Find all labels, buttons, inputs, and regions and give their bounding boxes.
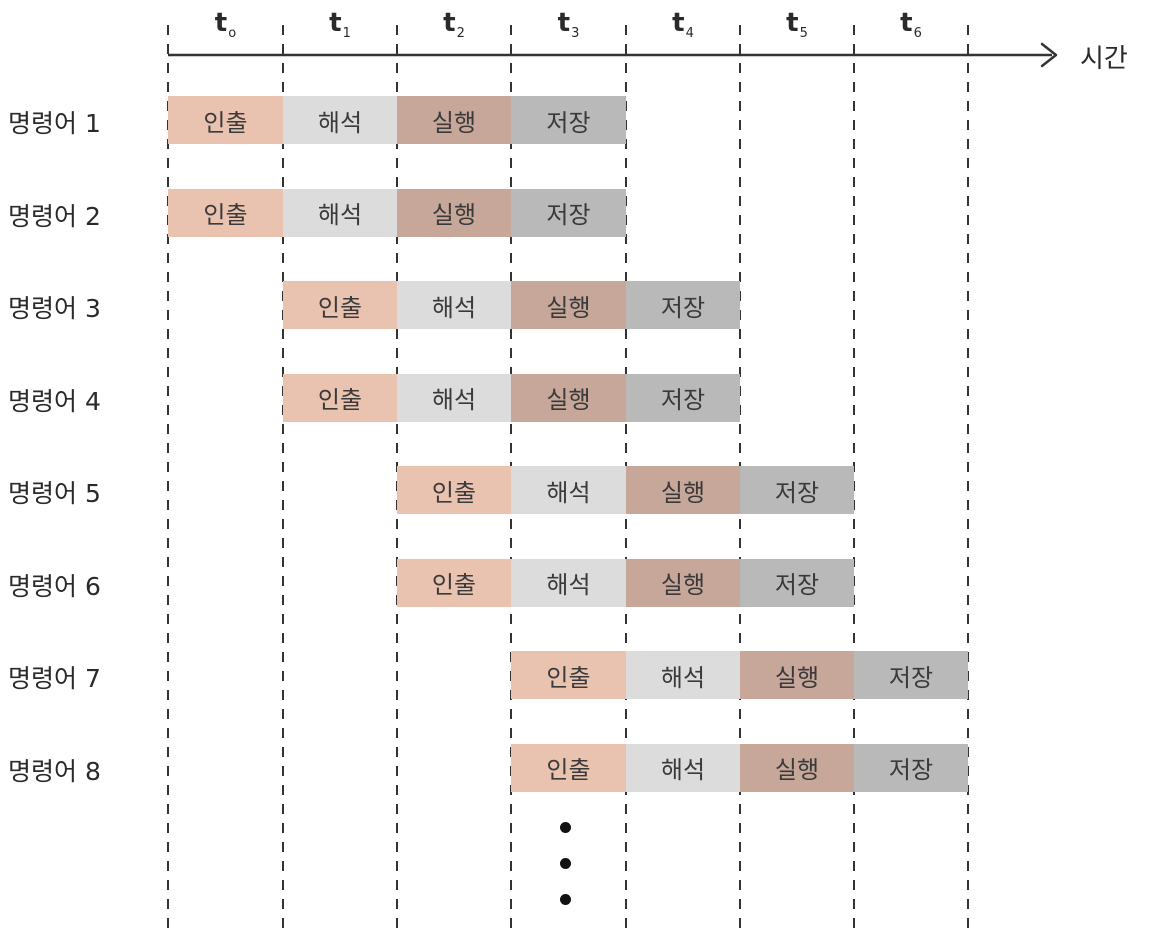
- instruction-label: 명령어 2: [8, 201, 101, 231]
- time-tick-label: t4: [653, 8, 713, 41]
- execute-cell: 실행: [511, 373, 626, 422]
- fetch-cell: 인출: [168, 188, 283, 237]
- time-tick-subscript: 2: [456, 26, 465, 42]
- store-cell: 저장: [740, 558, 854, 607]
- time-tick-label: t6: [881, 8, 941, 41]
- decode-cell: 해석: [511, 558, 626, 607]
- time-tick-label: t3: [539, 8, 599, 41]
- time-tick-letter: t: [672, 8, 685, 38]
- store-cell: 저장: [626, 373, 740, 422]
- execute-cell: 실행: [511, 281, 626, 329]
- decode-cell: 해석: [283, 96, 397, 144]
- time-tick-subscript: o: [228, 26, 237, 42]
- fetch-cell: 인출: [168, 96, 283, 144]
- continuation-dot: [560, 894, 571, 905]
- time-tick-label: t1: [310, 8, 370, 41]
- fetch-cell: 인출: [283, 373, 397, 422]
- decode-cell: 해석: [283, 188, 397, 237]
- instruction-label: 명령어 4: [8, 386, 101, 416]
- fetch-cell: 인출: [397, 558, 511, 607]
- execute-cell: 실행: [740, 743, 854, 792]
- fetch-cell: 인출: [511, 743, 626, 792]
- time-tick-letter: t: [786, 8, 799, 38]
- store-cell: 저장: [511, 188, 626, 237]
- decode-cell: 해석: [397, 281, 511, 329]
- store-cell: 저장: [854, 651, 968, 699]
- execute-cell: 실행: [740, 651, 854, 699]
- time-tick-letter: t: [557, 8, 571, 38]
- decode-cell: 해석: [626, 743, 740, 792]
- execute-cell: 실행: [397, 96, 511, 144]
- time-tick-subscript: 5: [799, 26, 808, 42]
- time-axis-label: 시간: [1080, 44, 1128, 74]
- time-tick-letter: t: [900, 8, 913, 38]
- continuation-dot: [560, 822, 571, 833]
- store-cell: 저장: [511, 96, 626, 144]
- time-tick-label: t5: [767, 8, 827, 41]
- time-tick-subscript: 1: [342, 26, 351, 42]
- instruction-label: 명령어 6: [8, 571, 101, 601]
- execute-cell: 실행: [397, 188, 511, 237]
- time-tick-subscript: 6: [913, 26, 922, 42]
- execute-cell: 실행: [626, 466, 740, 514]
- time-tick-letter: t: [214, 8, 228, 38]
- instruction-label: 명령어 1: [8, 109, 101, 138]
- time-tick-letter: t: [329, 8, 342, 38]
- time-axis-arrowhead: [1040, 42, 1058, 68]
- store-cell: 저장: [740, 466, 854, 514]
- store-cell: 저장: [626, 281, 740, 329]
- instruction-label: 명령어 8: [8, 756, 101, 786]
- time-tick-letter: t: [443, 8, 456, 38]
- fetch-cell: 인출: [397, 466, 511, 514]
- execute-cell: 실행: [626, 558, 740, 607]
- instruction-label: 명령어 5: [8, 479, 101, 508]
- instruction-label: 명령어 7: [8, 664, 101, 693]
- time-tick-subscript: 3: [571, 26, 580, 42]
- instruction-label: 명령어 3: [8, 294, 101, 323]
- time-tick-label: t2: [424, 8, 484, 41]
- fetch-cell: 인출: [511, 651, 626, 699]
- continuation-dot: [560, 858, 571, 869]
- store-cell: 저장: [854, 743, 968, 792]
- decode-cell: 해석: [511, 466, 626, 514]
- time-tick-label: to: [196, 8, 256, 41]
- time-tick-subscript: 4: [685, 26, 694, 42]
- decode-cell: 해석: [397, 373, 511, 422]
- decode-cell: 해석: [626, 651, 740, 699]
- fetch-cell: 인출: [283, 281, 397, 329]
